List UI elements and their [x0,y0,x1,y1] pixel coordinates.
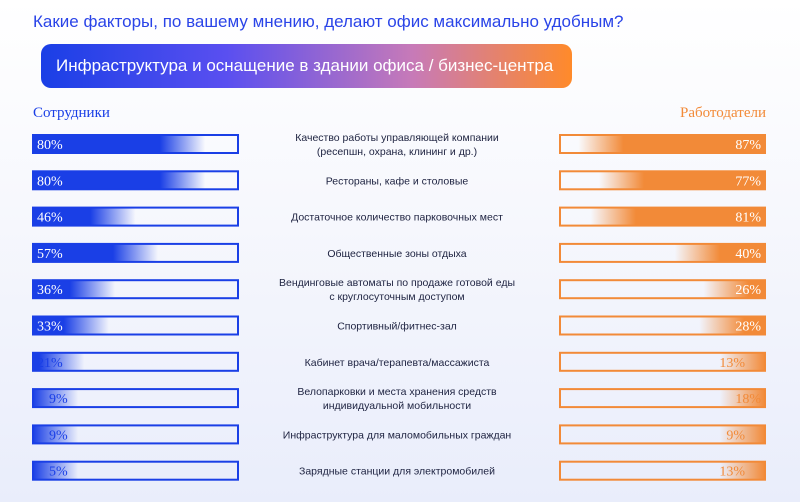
bar-value-employees: 80% [37,138,63,153]
bar-employers [559,206,766,227]
bar-employers [559,351,766,372]
bar-employers [559,170,766,191]
bar-value-employers: 13% [719,465,745,480]
bar-value-employees: 36% [37,283,63,298]
category-label: Инфраструктура для маломобильных граждан [283,429,512,441]
chart-row: 5% 13% Зарядные станции для электромобилей [32,460,766,481]
chart-row: 80% 87% Качество работы управляющей компан… [32,132,766,158]
bar-value-employers: 81% [735,211,761,226]
bar-employees [32,315,239,336]
bar-value-employees: 46% [37,211,63,226]
series-label-employers: Работодатели [680,105,766,121]
bar-employers [559,242,766,263]
bar-employees [32,351,239,372]
chart-row: 9% 9% Инфраструктура для маломобильных гра… [32,424,766,445]
bar-value-employers: 13% [719,356,745,371]
category-label: Велопарковки и места хранения средств инд… [297,386,497,412]
bar-value-employees: 9% [49,392,68,407]
section-banner: Инфраструктура и оснащение в здании офис… [41,44,572,88]
bar-value-employees: 5% [49,465,68,480]
series-label-employees: Сотрудники [33,105,110,121]
bar-employers [559,315,766,336]
bar-value-employers: 26% [735,283,761,298]
question-title: Какие факторы, по вашему мнению, делают … [33,12,624,31]
bar-value-employers: 77% [735,174,761,189]
bar-employees [32,134,239,154]
bar-employees [32,206,239,227]
bar-employees [32,279,239,300]
chart-row: 21% 13% Кабинет врача/терапевта/массажиста [32,351,766,372]
bar-employees [32,460,239,481]
category-label: Достаточное количество парковочных мест [291,212,503,224]
bar-value-employers: 18% [735,392,761,407]
category-label: Качество работы управляющей компании (рес… [295,132,499,158]
category-label: Вендинговые автоматы по продаже готовой … [279,277,515,303]
bar-employees [32,242,239,263]
bar-employees [32,170,239,191]
chart-row: 36% 26% Вендинговые автоматы по продаже го… [32,277,766,303]
bar-value-employees: 9% [49,428,68,443]
chart-row: 46% 81% Достаточное количество парковочных… [32,206,766,227]
bar-value-employers: 87% [735,138,761,153]
bar-value-employees: 80% [37,174,63,189]
bar-value-employees: 21% [37,356,63,371]
bar-value-employees: 57% [37,247,63,262]
bar-value-employees: 33% [37,320,63,335]
bar-value-employers: 28% [735,320,761,335]
chart-row: 80% 77% Рестораны, кафе и столовые [32,170,766,191]
chart-row: 57% 40% Общественные зоны отдыха [32,242,766,263]
bar-employers [559,134,766,154]
chart-row: 33% 28% Спортивный/фитнес-зал [32,315,766,336]
bar-employees [32,388,239,409]
bar-employers [559,388,766,409]
bar-employers [559,279,766,300]
category-label: Спортивный/фитнес-зал [337,321,457,333]
bar-employers [559,460,766,481]
category-label: Общественные зоны отдыха [327,248,466,260]
bar-value-employers: 40% [735,247,761,262]
chart-row: 9% 18% Велопарковки и места хранения средс… [32,386,766,412]
category-label: Рестораны, кафе и столовые [326,175,469,187]
category-label: Зарядные станции для электромобилей [299,466,495,478]
bar-employees [32,424,239,445]
bar-employers [559,424,766,445]
bar-value-employers: 9% [726,428,745,443]
category-label: Кабинет врача/терапевта/массажиста [305,357,490,369]
